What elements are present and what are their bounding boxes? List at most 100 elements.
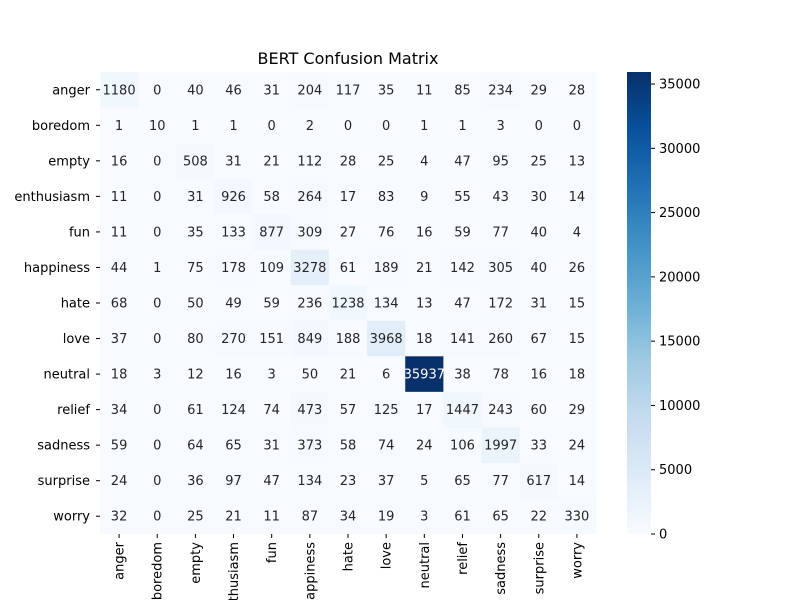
heatmap-cell [176,427,215,464]
heatmap-cell [290,462,330,499]
heatmap-cell [481,391,521,428]
heatmap-cell [443,498,483,535]
cell-value-label: 18 [569,368,586,383]
heatmap-cell [252,107,292,144]
heatmap-cell [100,462,139,499]
cell-value-label: 31 [530,297,547,312]
cell-value-label: 24 [569,439,586,454]
cell-value-label: 1447 [446,403,479,418]
cell-value-label: 0 [535,119,543,134]
x-tick-label: relief [456,542,471,575]
heatmap-cell [290,427,330,464]
heatmap-cell [405,143,444,180]
cell-value-label: 40 [187,83,204,98]
cell-value-label: 1238 [331,297,364,312]
heatmap-cell [481,249,521,286]
colorbar-tick-label: 20000 [659,270,700,285]
heatmap-cell [367,498,406,535]
y-tick-label: empty [48,154,90,169]
heatmap-cell [557,72,597,109]
row-labels: anger boredom empty enthusiasm fun happiness h… [14,83,100,525]
heatmap-cell [176,320,215,357]
heatmap-cell [405,462,444,499]
heatmap-cell [252,427,292,464]
cell-value-label: 44 [111,261,128,276]
y-tick-label: worry [53,510,90,525]
cell-value-label: 18 [416,332,433,347]
cell-value-label: 50 [187,297,204,312]
y-tick-label: enthusiasm [14,190,90,205]
cell-value-label: 21 [340,368,357,383]
heatmap-cell [405,72,444,109]
heatmap-cell [481,285,521,322]
cell-value-label: 16 [530,368,547,383]
heatmap-cell [328,143,368,180]
heatmap-cell [443,72,483,109]
heatmap-cell [557,391,597,428]
x-tick-label: surprise [532,542,547,594]
cell-value-label: 4 [420,154,428,169]
cell-value-label: 40 [530,261,547,276]
cell-value-label: 3 [420,510,428,525]
cell-value-label: 46 [225,83,242,98]
cell-value-label: 25 [530,154,547,169]
cell-value-label: 12 [187,368,204,383]
cell-value-label: 1 [458,119,466,134]
heatmap-cell [290,214,330,251]
heatmap-cell [214,462,254,499]
cell-value-label: 33 [530,439,547,454]
cell-value-label: 61 [187,403,204,418]
cell-value-label: 330 [565,510,590,525]
heatmap-cell [519,107,559,144]
heatmap-cell [100,285,139,322]
cell-value-label: 305 [488,261,513,276]
heatmap-cell [443,178,483,215]
heatmap-cell [367,285,406,322]
cell-value-label: 134 [374,297,399,312]
cell-value-label: 141 [450,332,475,347]
cell-value-label: 27 [340,225,357,240]
y-tick-label: happiness [24,261,90,276]
heatmap-cell [405,107,444,144]
heatmap-cell [138,285,177,322]
heatmap-cell [481,107,521,144]
heatmap-cell [138,462,177,499]
heatmap-cell [176,356,215,393]
cell-value-label: 0 [382,119,390,134]
cell-value-label: 21 [225,510,242,525]
heatmap-cell [252,498,292,535]
heatmap-cell [176,249,215,286]
cell-value-label: 38 [454,368,471,383]
cell-value-label: 43 [492,190,509,205]
heatmap-cell [214,107,254,144]
cell-value-label: 10 [149,119,166,134]
heatmap-cell [328,285,368,322]
colorbar-tick-label: 30000 [659,142,700,157]
cell-value-label: 877 [259,225,284,240]
cell-value-label: 508 [183,154,208,169]
cell-value-label: 270 [221,332,246,347]
heatmap-cell [519,249,559,286]
heatmap-cell [519,214,559,251]
heatmap-cell [138,498,177,535]
heatmap-cell [519,498,559,535]
cell-value-label: 31 [263,439,280,454]
heatmap-cell [100,249,139,286]
cell-value-label: 21 [416,261,433,276]
heatmap-cell [443,391,483,428]
heatmap-cell [481,498,521,535]
heatmap-cell [252,285,292,322]
heatmap-cell [557,178,597,215]
cell-value-label: 0 [153,439,161,454]
heatmap-cell [290,498,330,535]
heatmap-cell [328,178,368,215]
heatmap-cell [557,214,597,251]
heatmap-cell [443,214,483,251]
cell-value-label: 47 [454,297,471,312]
heatmap-cell [481,320,521,357]
heatmap-cell [367,214,406,251]
cell-value-label: 260 [488,332,513,347]
cell-value-label: 83 [378,190,395,205]
colorbar-tick-label: 10000 [659,399,700,414]
